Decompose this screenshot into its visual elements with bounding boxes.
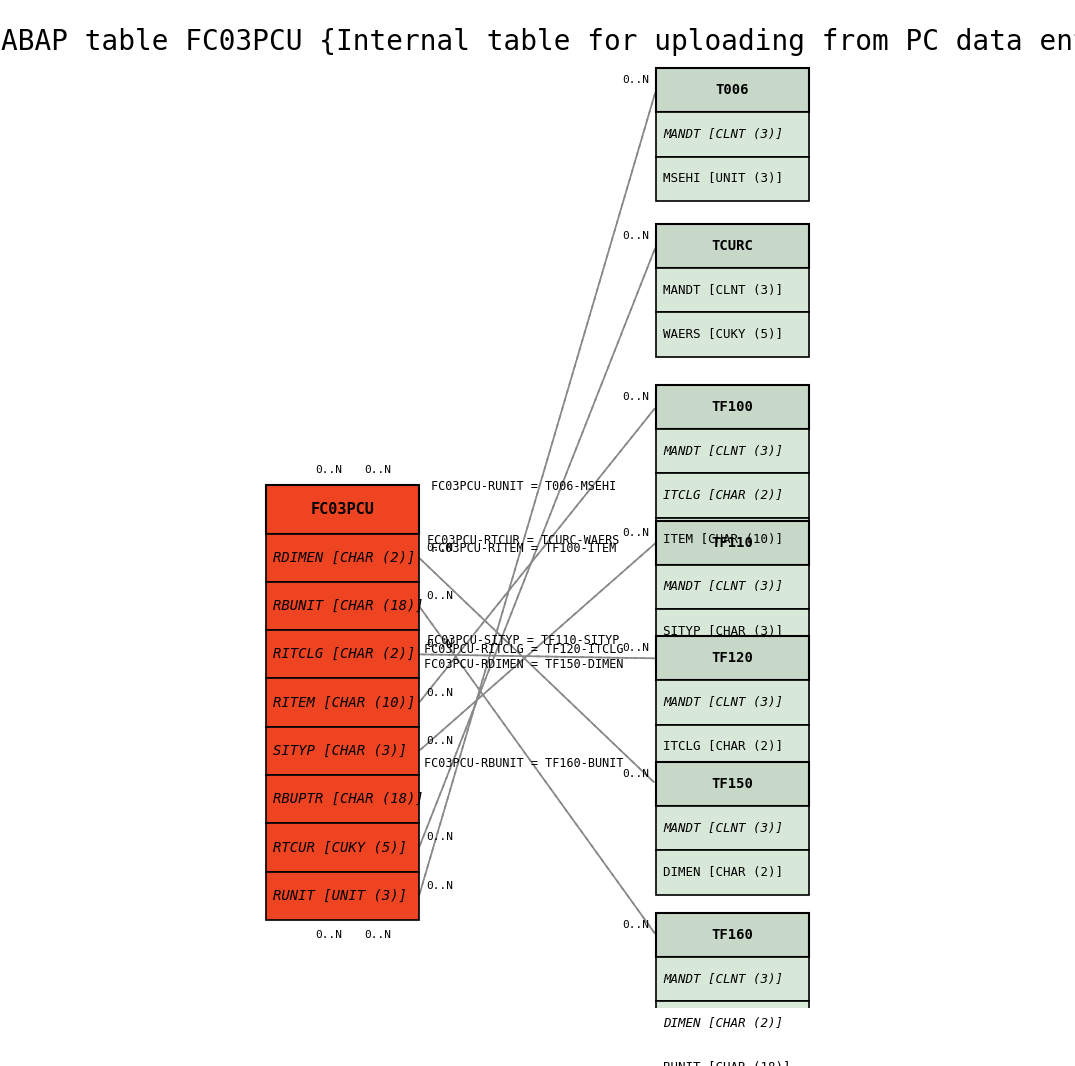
Text: RDIMEN [CHAR (2)]: RDIMEN [CHAR (2)]	[273, 551, 415, 565]
Text: MANDT [CLNT (3)]: MANDT [CLNT (3)]	[663, 972, 783, 986]
FancyBboxPatch shape	[266, 775, 419, 823]
Text: ITEM [CHAR (10)]: ITEM [CHAR (10)]	[663, 533, 783, 546]
Text: FC03PCU-RDIMEN = TF150-DIMEN: FC03PCU-RDIMEN = TF150-DIMEN	[424, 658, 624, 671]
Text: TF160: TF160	[712, 927, 754, 942]
FancyBboxPatch shape	[656, 157, 809, 200]
Text: FC03PCU-RBUNIT = TF160-BUNIT: FC03PCU-RBUNIT = TF160-BUNIT	[424, 758, 624, 771]
Text: ITCLG [CHAR (2)]: ITCLG [CHAR (2)]	[663, 741, 783, 754]
FancyBboxPatch shape	[266, 630, 419, 678]
Text: 0..N: 0..N	[622, 644, 649, 653]
Text: 0..N: 0..N	[622, 392, 649, 402]
FancyBboxPatch shape	[266, 678, 419, 727]
Text: MANDT [CLNT (3)]: MANDT [CLNT (3)]	[663, 284, 783, 296]
FancyBboxPatch shape	[656, 224, 809, 269]
Text: 0..N: 0..N	[622, 231, 649, 241]
Text: WAERS [CUKY (5)]: WAERS [CUKY (5)]	[663, 328, 783, 341]
Text: 0..N: 0..N	[426, 881, 453, 891]
Text: MANDT [CLNT (3)]: MANDT [CLNT (3)]	[663, 822, 783, 835]
FancyBboxPatch shape	[656, 609, 809, 653]
Text: 0..N: 0..N	[426, 688, 453, 697]
Text: RITCLG [CHAR (2)]: RITCLG [CHAR (2)]	[273, 647, 415, 661]
Text: FC03PCU-SITYP = TF110-SITYP: FC03PCU-SITYP = TF110-SITYP	[428, 634, 620, 647]
FancyBboxPatch shape	[266, 727, 419, 775]
Text: BUNIT [CHAR (18)]: BUNIT [CHAR (18)]	[663, 1061, 790, 1066]
FancyBboxPatch shape	[656, 518, 809, 562]
Text: 0..N: 0..N	[315, 466, 342, 475]
Text: 0..N: 0..N	[622, 920, 649, 930]
Text: MANDT [CLNT (3)]: MANDT [CLNT (3)]	[663, 696, 783, 709]
Text: DIMEN [CHAR (2)]: DIMEN [CHAR (2)]	[663, 866, 783, 879]
FancyBboxPatch shape	[656, 680, 809, 725]
FancyBboxPatch shape	[656, 112, 809, 157]
FancyBboxPatch shape	[656, 68, 809, 112]
FancyBboxPatch shape	[656, 851, 809, 894]
Text: ITCLG [CHAR (2)]: ITCLG [CHAR (2)]	[663, 489, 783, 502]
FancyBboxPatch shape	[266, 582, 419, 630]
FancyBboxPatch shape	[656, 1001, 809, 1046]
Text: 0..N: 0..N	[622, 76, 649, 85]
Text: 0..N: 0..N	[426, 833, 453, 842]
FancyBboxPatch shape	[656, 269, 809, 312]
FancyBboxPatch shape	[266, 872, 419, 920]
Text: SAP ABAP table FC03PCU {Internal table for uploading from PC data entry}: SAP ABAP table FC03PCU {Internal table f…	[0, 28, 1075, 55]
Text: 0..N: 0..N	[622, 528, 649, 537]
Text: TF150: TF150	[712, 777, 754, 791]
Text: SITYP [CHAR (3)]: SITYP [CHAR (3)]	[273, 744, 406, 758]
Text: 0..N: 0..N	[426, 543, 453, 553]
FancyBboxPatch shape	[656, 430, 809, 473]
Text: 0..N: 0..N	[363, 930, 391, 940]
FancyBboxPatch shape	[266, 485, 419, 534]
Text: RUNIT [UNIT (3)]: RUNIT [UNIT (3)]	[273, 889, 406, 903]
Text: MSEHI [UNIT (3)]: MSEHI [UNIT (3)]	[663, 173, 783, 185]
Text: RTCUR [CUKY (5)]: RTCUR [CUKY (5)]	[273, 840, 406, 855]
FancyBboxPatch shape	[656, 565, 809, 609]
Text: 0..N: 0..N	[426, 591, 453, 601]
Text: TF120: TF120	[712, 651, 754, 665]
FancyBboxPatch shape	[656, 806, 809, 851]
Text: FC03PCU-RITEM = TF100-ITEM: FC03PCU-RITEM = TF100-ITEM	[431, 542, 616, 554]
Text: MANDT [CLNT (3)]: MANDT [CLNT (3)]	[663, 581, 783, 594]
Text: RBUNIT [CHAR (18)]: RBUNIT [CHAR (18)]	[273, 599, 424, 613]
Text: 0..N: 0..N	[622, 769, 649, 779]
FancyBboxPatch shape	[656, 312, 809, 357]
FancyBboxPatch shape	[656, 473, 809, 518]
Text: FC03PCU-RITCLG = TF120-ITCLG: FC03PCU-RITCLG = TF120-ITCLG	[424, 644, 624, 657]
FancyBboxPatch shape	[266, 534, 419, 582]
FancyBboxPatch shape	[656, 520, 809, 565]
FancyBboxPatch shape	[656, 725, 809, 769]
Text: T006: T006	[716, 83, 749, 97]
Text: RBUPTR [CHAR (18)]: RBUPTR [CHAR (18)]	[273, 792, 424, 806]
FancyBboxPatch shape	[656, 912, 809, 957]
FancyBboxPatch shape	[656, 762, 809, 806]
Text: FC03PCU-RUNIT = T006-MSEHI: FC03PCU-RUNIT = T006-MSEHI	[431, 480, 616, 492]
Text: FC03PCU: FC03PCU	[311, 502, 374, 517]
FancyBboxPatch shape	[656, 957, 809, 1001]
Text: 0..N: 0..N	[363, 466, 391, 475]
FancyBboxPatch shape	[656, 636, 809, 680]
Text: 0..N: 0..N	[315, 930, 342, 940]
FancyBboxPatch shape	[266, 823, 419, 872]
FancyBboxPatch shape	[656, 1046, 809, 1066]
FancyBboxPatch shape	[656, 385, 809, 430]
Text: 0..N: 0..N	[426, 736, 453, 746]
Text: FC03PCU-RTCUR = TCURC-WAERS: FC03PCU-RTCUR = TCURC-WAERS	[428, 534, 620, 547]
Text: TF100: TF100	[712, 400, 754, 414]
Text: 0..N: 0..N	[426, 640, 453, 649]
Text: DIMEN [CHAR (2)]: DIMEN [CHAR (2)]	[663, 1017, 783, 1030]
Text: MANDT [CLNT (3)]: MANDT [CLNT (3)]	[663, 445, 783, 457]
Text: MANDT [CLNT (3)]: MANDT [CLNT (3)]	[663, 128, 783, 141]
Text: TCURC: TCURC	[712, 239, 754, 253]
Text: TF110: TF110	[712, 536, 754, 550]
Text: SITYP [CHAR (3)]: SITYP [CHAR (3)]	[663, 625, 783, 637]
Text: RITEM [CHAR (10)]: RITEM [CHAR (10)]	[273, 696, 415, 710]
